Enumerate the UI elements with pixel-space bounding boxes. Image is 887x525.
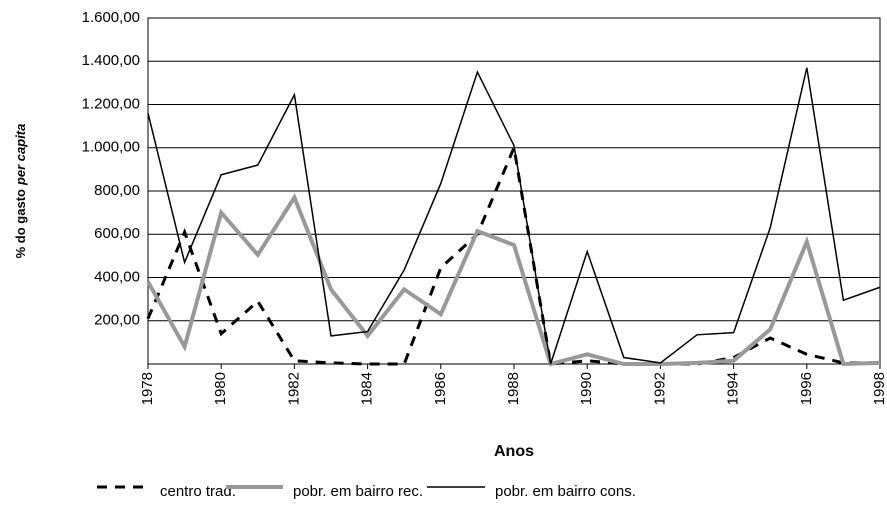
x-tick-label: 1998 xyxy=(871,372,887,405)
x-tick-label: 1982 xyxy=(285,372,302,405)
x-tick-label: 1984 xyxy=(359,372,376,405)
x-tick-label: 1994 xyxy=(725,372,742,405)
legend-label: centro trad. xyxy=(160,483,236,500)
y-tick-label: 600,00 xyxy=(94,225,140,242)
x-tick-label: 1980 xyxy=(212,372,229,405)
x-tick-label: 1988 xyxy=(505,372,522,405)
x-tick-label: 1990 xyxy=(578,372,595,405)
y-tick-label: 800,00 xyxy=(94,182,140,199)
y-tick-label: 400,00 xyxy=(94,268,140,285)
series-line xyxy=(147,67,881,365)
x-axis-label: Anos xyxy=(494,443,534,460)
y-tick-label: 200,00 xyxy=(94,312,140,329)
y-axis-label-part: per capita xyxy=(13,124,28,186)
y-tick-label: 1.000,00 xyxy=(82,139,140,156)
x-tick-label: 1978 xyxy=(139,372,156,405)
y-tick-label: 1.600,00 xyxy=(82,9,140,26)
y-axis-label: % do gasto per capita xyxy=(13,124,28,259)
y-axis-label-part: % do gasto xyxy=(13,189,28,258)
x-tick-label: 1996 xyxy=(798,372,815,405)
x-tick-label: 1992 xyxy=(651,372,668,405)
series-line xyxy=(146,142,880,366)
series-line xyxy=(146,193,881,367)
y-tick-label: 1.400,00 xyxy=(82,52,140,69)
legend-label: pobr. em bairro cons. xyxy=(495,483,636,500)
y-tick-label: 1.200,00 xyxy=(82,95,140,112)
x-tick-label: 1986 xyxy=(432,372,449,405)
legend-label: pobr. em bairro rec. xyxy=(293,483,423,500)
